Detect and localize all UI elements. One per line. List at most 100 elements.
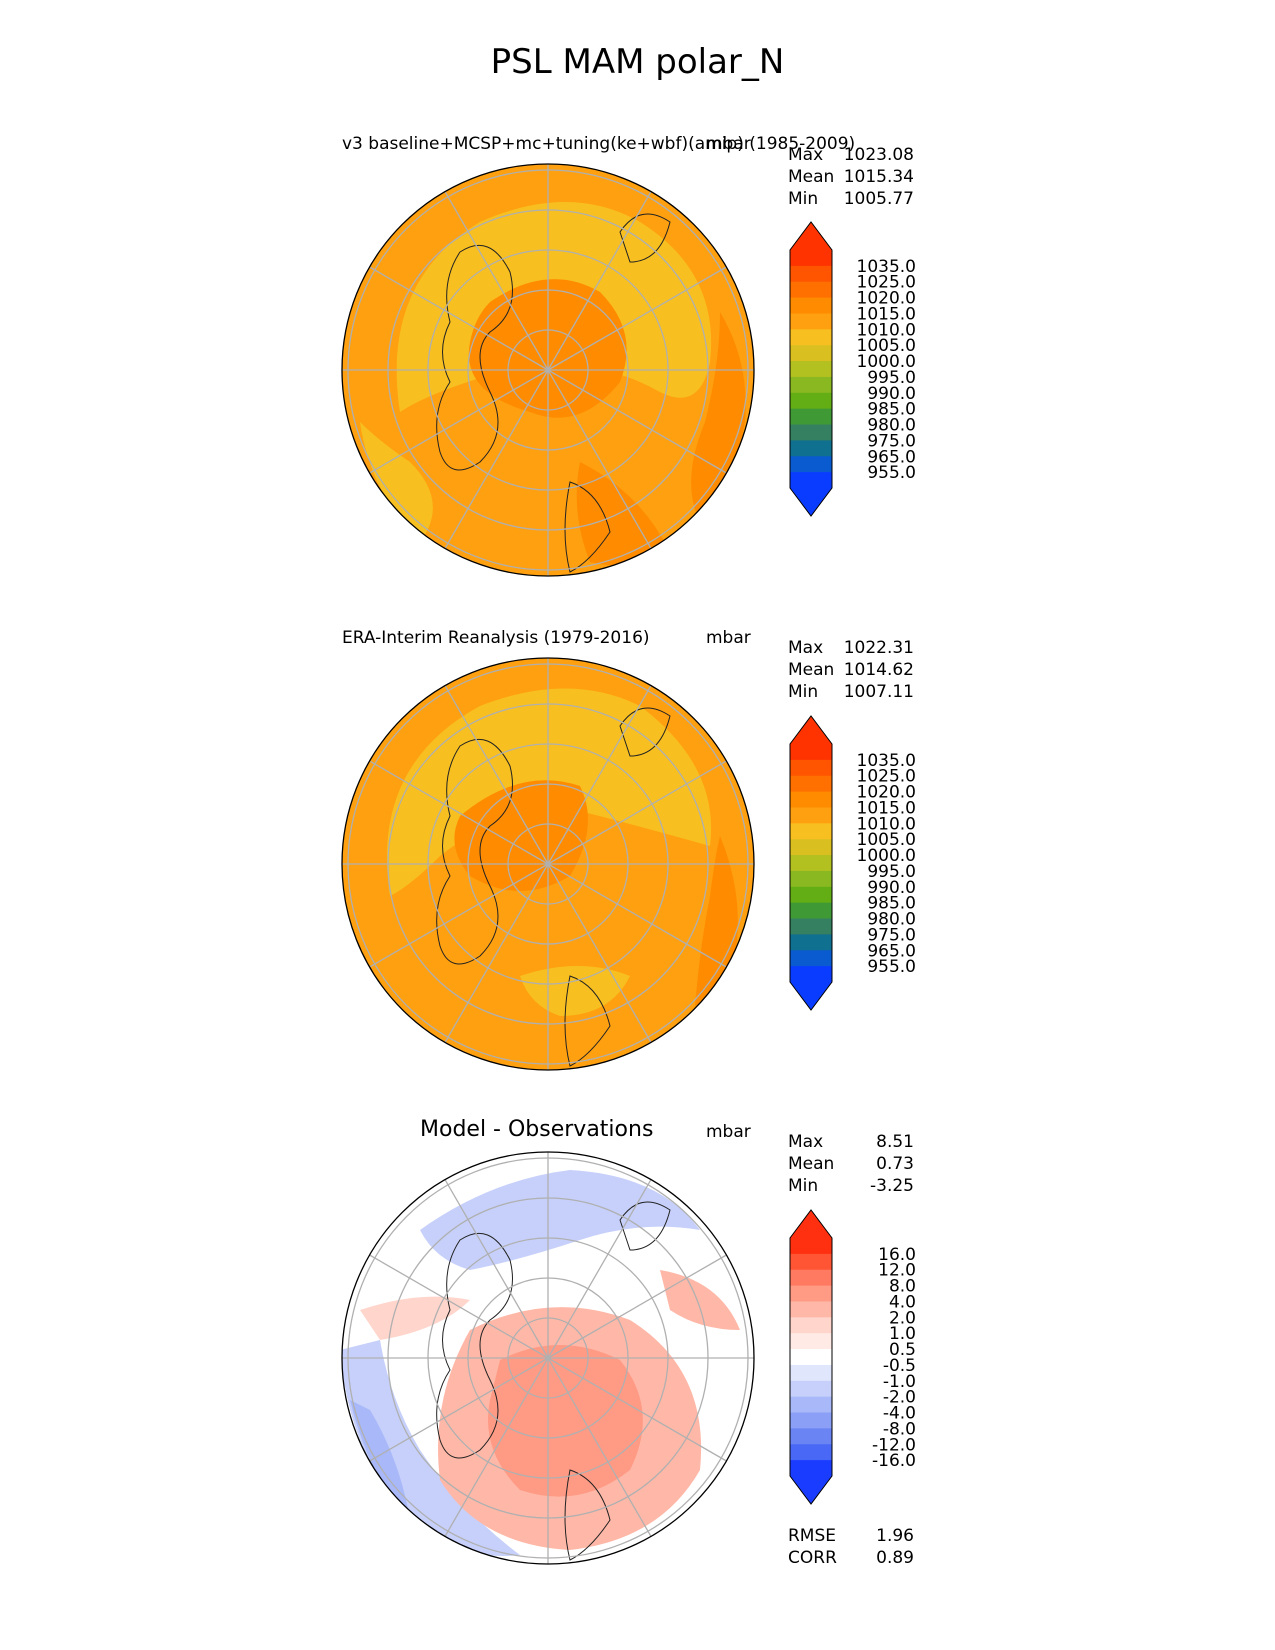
colorbar-segment [790, 966, 832, 983]
longitude-line [444, 1179, 549, 1359]
colorbar-extend-top [790, 716, 832, 744]
colorbar-tick-label: -8.0 [883, 1419, 916, 1439]
colorbar-segment [790, 886, 832, 904]
colorbar-segment [790, 329, 832, 346]
colorbar-tick-label: 980.0 [867, 416, 916, 436]
colorbar-segment [790, 934, 832, 951]
colorbar-segment [790, 1238, 832, 1255]
longitude-line [547, 863, 727, 968]
longitude-line [369, 1254, 549, 1359]
colorbar-segment [790, 424, 832, 441]
colorbar-segment [790, 392, 832, 410]
colorbar-tick-label: 955.0 [867, 957, 916, 977]
colorbar-tick-label: -1.0 [883, 1372, 916, 1392]
colorbar-tick-label: 975.0 [867, 925, 916, 945]
colorbar-segment [790, 744, 832, 761]
colorbar-segment [790, 1253, 832, 1271]
longitude-line [547, 191, 652, 371]
colorbar-tick-label: 1.0 [889, 1324, 916, 1344]
colorbar-tick-label: 1025.0 [857, 273, 916, 293]
field-region [420, 1170, 700, 1270]
longitude-line [547, 1254, 727, 1359]
colorbar-segment [790, 1364, 832, 1382]
colorbar-segment [790, 1333, 832, 1350]
longitude-line [547, 1357, 652, 1537]
stat-max-value: 8.51 [876, 1132, 914, 1152]
colorbar-segment [790, 472, 832, 489]
units-label: mbar [706, 1122, 751, 1142]
colorbar-extend-bottom [790, 488, 832, 516]
stat-rmse-value: 1.96 [876, 1526, 914, 1546]
stat-corr-label: CORR [788, 1548, 837, 1568]
colorbar-tick-label: 1025.0 [857, 767, 916, 787]
stat-max-label: Max [788, 145, 824, 165]
colorbar-segment [790, 1285, 832, 1302]
longitude-line [547, 1357, 727, 1462]
colorbar-outline [789, 715, 833, 1011]
colorbar: 1035.01025.01020.01015.01010.01005.01000… [789, 715, 916, 1011]
colorbar-extend-top [790, 222, 832, 250]
colorbar-segment [790, 440, 832, 457]
polar-map [341, 657, 755, 1071]
colorbar-extend-bottom [790, 1476, 832, 1504]
colorbar-segment [790, 759, 832, 777]
colorbar-segment [790, 775, 832, 793]
colorbar-tick-label: 990.0 [867, 384, 916, 404]
colorbar-segment [790, 1301, 832, 1318]
colorbar-segment [790, 361, 832, 378]
colorbar-tick-label: 985.0 [867, 894, 916, 914]
colorbar-tick-label: -0.5 [883, 1356, 916, 1376]
map-boundary [341, 163, 755, 577]
stat-mean-value: 0.73 [876, 1154, 914, 1174]
longitude-line [547, 685, 652, 865]
stat-mean-value: 1014.62 [843, 660, 914, 680]
longitude-line [369, 863, 549, 968]
field-region [360, 1296, 470, 1340]
longitude-line [547, 369, 652, 549]
colorbar-segment [790, 297, 832, 314]
colorbar-segment [790, 918, 832, 935]
colorbar-tick-label: 1020.0 [857, 289, 916, 309]
colorbar-tick-label: 16.0 [878, 1245, 916, 1265]
colorbar-tick-label: 1020.0 [857, 783, 916, 803]
panel-title: Model - Observations [420, 1117, 654, 1142]
colorbar-segment [790, 807, 832, 824]
colorbar-tick-label: -12.0 [872, 1435, 916, 1455]
colorbar: 16.012.08.04.02.01.00.5-0.5-1.0-2.0-4.0-… [789, 1209, 916, 1505]
longitude-line [444, 191, 549, 371]
map-field [342, 164, 754, 576]
colorbar-tick-label: 1010.0 [857, 320, 916, 340]
colorbar-segment [790, 855, 832, 872]
map-boundary [341, 657, 755, 1071]
field-region [360, 422, 433, 542]
colorbar-tick-label: 1035.0 [857, 257, 916, 277]
colorbar-segment [790, 1428, 832, 1445]
longitude-line [369, 760, 549, 865]
longitude-line [444, 369, 549, 549]
field-region [488, 1345, 643, 1497]
colorbar: 1035.01025.01020.01015.01010.01005.01000… [789, 221, 916, 517]
colorbar-segment [790, 376, 832, 394]
longitude-line [444, 1357, 549, 1537]
longitude-line [547, 760, 727, 865]
field-region [660, 1270, 740, 1330]
colorbar-tick-label: 965.0 [867, 941, 916, 961]
field-region [350, 1400, 410, 1520]
colorbar-extend-bottom [790, 982, 832, 1010]
colorbar-segment [790, 1269, 832, 1287]
colorbar-tick-label: 8.0 [889, 1277, 916, 1297]
colorbar-tick-label: 1035.0 [857, 751, 916, 771]
colorbar-tick-label: 0.5 [889, 1340, 916, 1360]
longitude-line [444, 685, 549, 865]
stat-rmse-label: RMSE [788, 1526, 837, 1546]
stat-mean-label: Mean [788, 1154, 835, 1174]
colorbar-tick-label: 2.0 [889, 1308, 916, 1328]
stat-min-label: Min [788, 682, 819, 702]
colorbar-tick-label: 990.0 [867, 878, 916, 898]
colorbar-tick-label: 1015.0 [857, 304, 916, 324]
colorbar-tick-label: 1000.0 [857, 352, 916, 372]
colorbar-segment [790, 839, 832, 856]
colorbar-tick-label: 975.0 [867, 431, 916, 451]
longitude-line [547, 1179, 652, 1359]
colorbar-segment [790, 1349, 832, 1366]
